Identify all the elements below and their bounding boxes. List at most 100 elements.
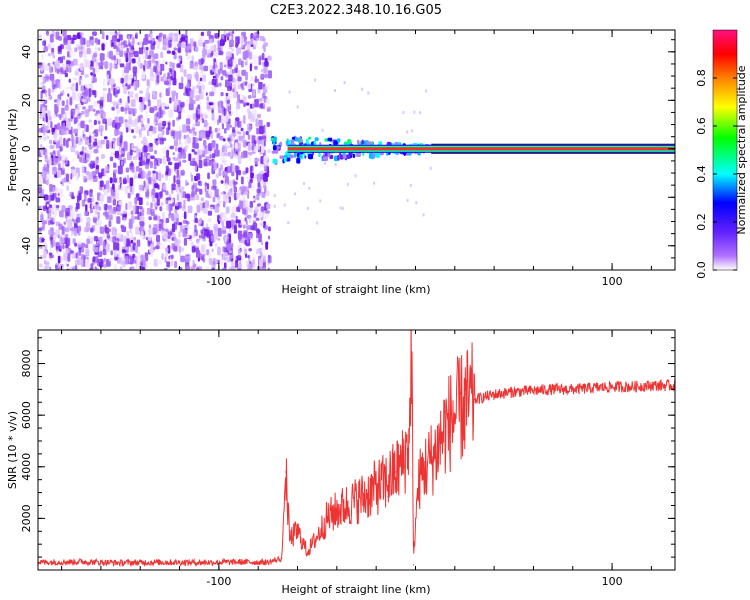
spectrogram-noise-cell xyxy=(159,63,165,71)
spectrogram-noise-cell xyxy=(237,151,240,157)
spectrogram-noise-cell xyxy=(124,246,128,251)
spectrogram-noise-cell xyxy=(221,107,225,117)
spectrogram-noise-cell xyxy=(44,99,48,104)
spectrogram-noise-cell xyxy=(44,89,48,97)
spectrogram-noise-cell xyxy=(86,48,91,55)
spectrogram-noise-cell xyxy=(265,210,270,214)
spectrogram-noise-cell xyxy=(48,88,51,97)
spectrogram-noise-cell xyxy=(157,42,160,50)
spectrogram-noise-cell xyxy=(72,238,76,244)
spectrogram-noise-cell xyxy=(145,93,149,100)
spectrogram-noise-cell xyxy=(47,43,52,50)
spectrogram-noise-cell xyxy=(156,198,160,206)
snr-point xyxy=(418,479,421,481)
spectrogram-noise-cell xyxy=(47,62,51,67)
spectrogram-noise-cell xyxy=(134,126,140,134)
spectrogram-noise-cell xyxy=(215,258,218,264)
spectrogram-noise-cell xyxy=(148,131,154,137)
spectrogram-noise-cell xyxy=(79,52,83,58)
spectrogram-noise-cell xyxy=(165,103,170,107)
spectrogram-noise-cell xyxy=(69,250,75,254)
spectrogram-noise-cell xyxy=(199,188,203,195)
spectrogram-noise-cell xyxy=(258,136,263,141)
spectrogram-noise-cell xyxy=(198,235,202,239)
spectrogram-noise-cell xyxy=(217,246,221,256)
spectrogram-noise-cell xyxy=(213,58,216,63)
spectrogram-transition-cell xyxy=(279,155,285,159)
spectrogram-noise-cell xyxy=(44,46,48,50)
spectrogram-noise-cell xyxy=(135,245,139,253)
spectrogram-noise-cell xyxy=(179,224,183,233)
spectrogram-noise-cell xyxy=(210,45,214,52)
spectrogram-transition-cell xyxy=(296,157,301,164)
spectrogram-noise-cell xyxy=(43,205,46,212)
spectrogram-noise-cell xyxy=(176,104,182,113)
spectrogram-noise-cell xyxy=(72,266,77,270)
spectrogram-noise-cell xyxy=(79,247,84,253)
spectrogram-noise-cell xyxy=(183,134,186,140)
spectrogram-noise-cell xyxy=(162,155,167,165)
spectrogram-noise-cell xyxy=(92,216,97,223)
spectrogram-noise-cell xyxy=(42,220,47,225)
spectrogram-transition-cell xyxy=(352,153,356,158)
spectrogram-noise-cell xyxy=(168,161,173,166)
spectrogram-noise-cell xyxy=(220,164,223,171)
snr-x-label: Height of straight line (km) xyxy=(281,583,430,596)
spectrogram-noise-cell xyxy=(87,95,91,102)
spectrogram-noise-cell xyxy=(211,78,217,86)
spectrogram-noise-cell xyxy=(116,85,120,90)
spectrogram-noise-cell xyxy=(214,188,219,198)
spectrogram-noise-cell xyxy=(88,88,92,97)
spectrogram-transition-cell xyxy=(334,140,338,145)
spectrogram-noise-cell xyxy=(91,55,97,63)
spectrogram-noise-cell xyxy=(132,58,136,63)
spectrogram-noise-cell xyxy=(204,45,209,50)
spectrogram-noise-cell xyxy=(48,212,52,221)
spectrogram-noise-cell xyxy=(63,252,67,261)
spectrogram-noise-cell xyxy=(46,173,51,180)
spectrogram-noise-cell xyxy=(265,241,269,245)
spectrogram-noise-cell xyxy=(154,202,157,207)
spectrogram-noise-cell xyxy=(227,113,230,120)
spectrogram-noise-cell xyxy=(160,102,166,107)
spectrogram-noise-cell xyxy=(222,144,225,152)
spectrogram-noise-cell xyxy=(135,165,140,172)
spectrogram-noise-cell xyxy=(185,256,191,263)
spectrogram-noise-cell xyxy=(90,227,94,233)
spectrogram-noise-cell xyxy=(247,255,250,259)
spectrogram-noise-cell xyxy=(103,204,108,211)
spectrogram-noise-cell xyxy=(86,40,91,48)
spectrogram-noise-cell xyxy=(212,179,217,186)
spectrogram-noise-cell xyxy=(120,150,124,155)
spectrogram-noise-cell xyxy=(169,145,174,150)
spectrogram-noise-cell xyxy=(181,186,185,191)
spectrogram-transition-cell xyxy=(294,137,299,142)
spectrogram-noise-cell xyxy=(346,182,349,186)
spectrogram-noise-cell xyxy=(49,190,53,195)
spectrogram-noise-cell xyxy=(211,248,214,252)
spectrogram-noise-cell xyxy=(139,103,144,110)
spectrogram-noise-cell xyxy=(123,85,128,94)
spectrogram-noise-cell xyxy=(77,139,82,146)
spectrogram-noise-cell xyxy=(113,263,117,270)
snr-point xyxy=(80,561,82,563)
spectrogram-noise-cell xyxy=(209,38,213,44)
spectrogram-noise-cell xyxy=(72,50,76,57)
spectrogram-noise-cell xyxy=(194,196,199,200)
spectrogram-noise-cell xyxy=(237,230,243,240)
spectrogram-noise-cell xyxy=(224,183,229,190)
spectrogram-noise-cell xyxy=(149,161,153,169)
spectrogram-noise-cell xyxy=(258,56,262,66)
spectrogram-noise-cell xyxy=(64,157,68,165)
spectrogram-noise-cell xyxy=(233,92,238,98)
spectrogram-noise-cell xyxy=(248,232,253,237)
spectrogram-noise-cell xyxy=(241,60,244,68)
spectrogram-noise-cell xyxy=(156,99,162,107)
spectrogram-noise-cell xyxy=(111,269,113,270)
spectrogram-noise-cell xyxy=(226,166,232,173)
spectrogram-noise-cell xyxy=(174,261,177,268)
spectrogram-noise-cell xyxy=(334,89,336,92)
spectrogram-noise-cell xyxy=(63,137,66,147)
spectrogram-noise-cell xyxy=(208,259,211,264)
spectrogram-frame xyxy=(37,29,676,271)
